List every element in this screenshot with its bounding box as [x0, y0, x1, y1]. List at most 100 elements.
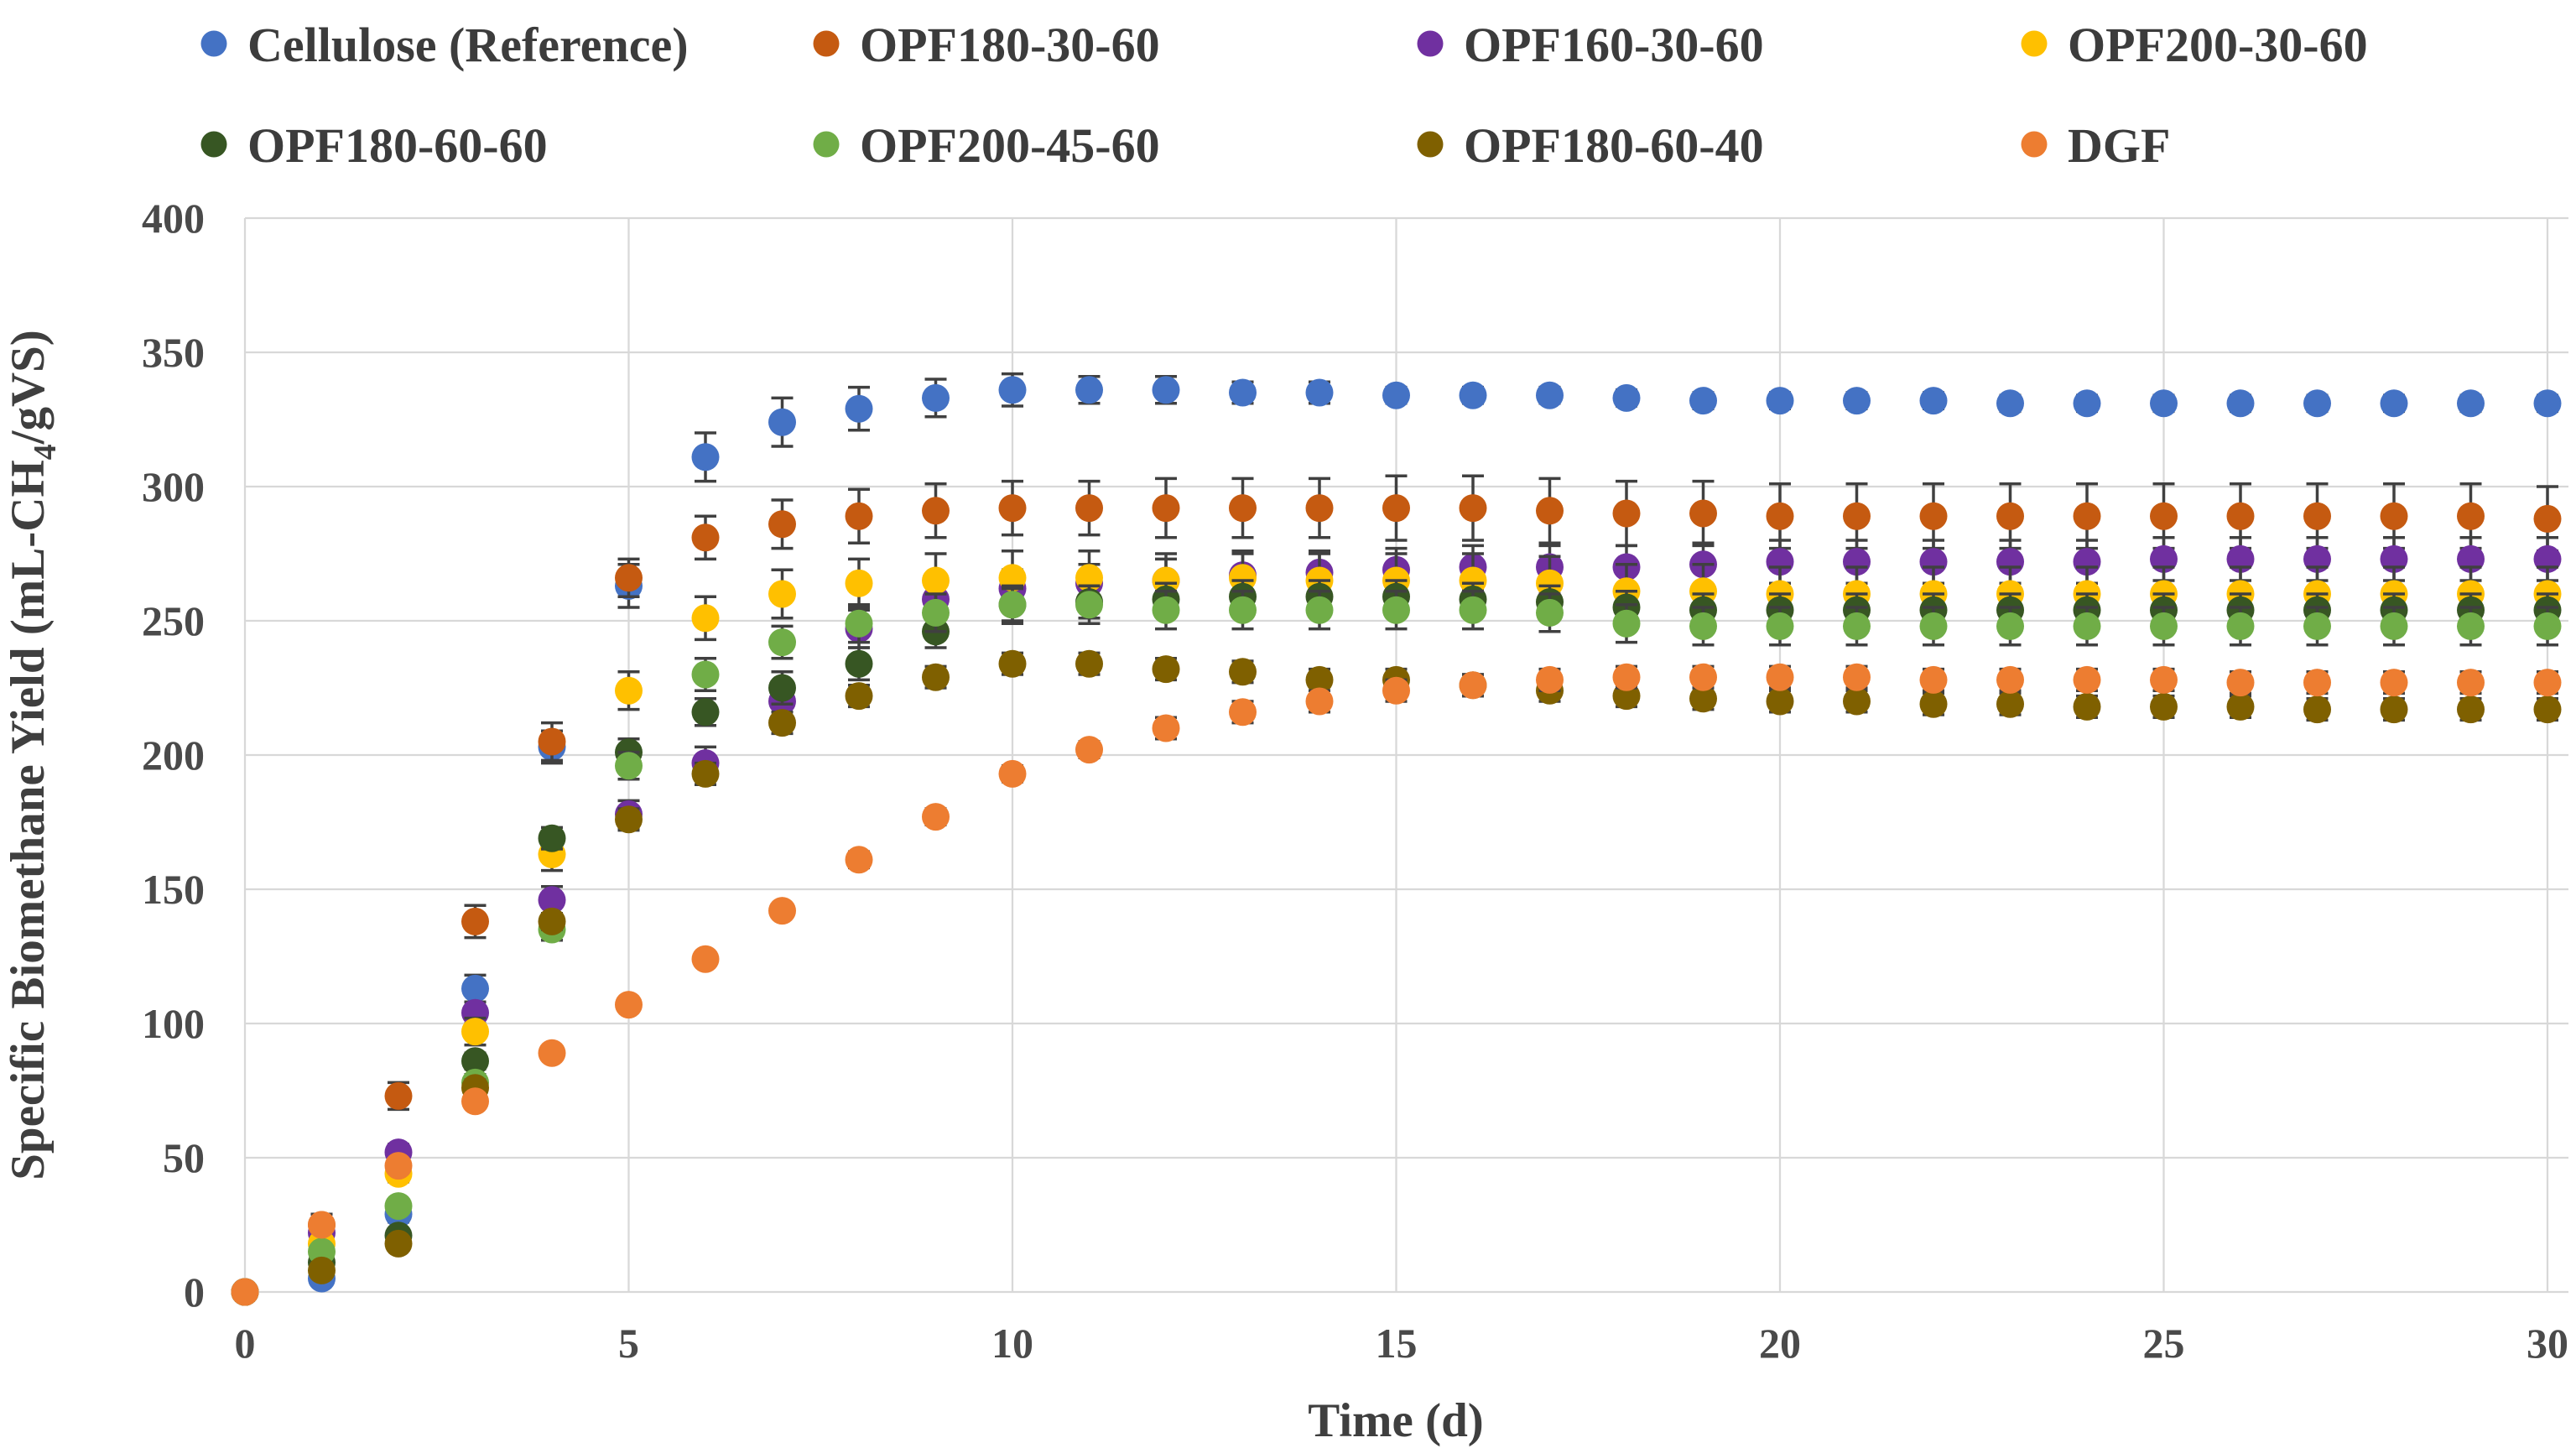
data-point	[1612, 609, 1641, 638]
data-point	[1305, 378, 1334, 407]
x-tick-label: 10	[991, 1320, 1033, 1367]
y-tick-label: 350	[142, 329, 205, 376]
data-point	[1843, 687, 1871, 716]
data-point	[845, 569, 873, 597]
data-point	[1919, 690, 1948, 718]
data-point	[691, 604, 720, 633]
data-point	[461, 1018, 489, 1046]
legend-marker	[2021, 30, 2048, 57]
legend-marker	[200, 30, 227, 57]
y-tick-label: 400	[142, 195, 205, 242]
data-point	[1919, 387, 1948, 415]
data-point	[2303, 695, 2331, 724]
data-point	[2073, 692, 2101, 721]
y-tick-label: 0	[184, 1268, 205, 1315]
data-point	[1459, 381, 1487, 409]
data-point	[998, 649, 1027, 678]
data-point	[1382, 381, 1410, 409]
data-point	[1305, 665, 1334, 694]
data-point	[1919, 548, 1948, 576]
data-point	[1919, 612, 1948, 640]
data-point	[2150, 692, 2178, 721]
data-point	[461, 1087, 489, 1116]
data-point	[461, 1047, 489, 1076]
data-point	[768, 510, 796, 539]
data-point	[768, 628, 796, 657]
data-point	[1689, 663, 1717, 691]
data-point	[1766, 687, 1794, 716]
data-point	[615, 991, 643, 1019]
data-point	[2073, 665, 2101, 694]
data-point	[2226, 692, 2255, 721]
data-point	[1075, 376, 1103, 404]
data-point	[2073, 389, 2101, 418]
legend-item-dgf: DGF	[2021, 118, 2170, 173]
data-point	[2457, 389, 2485, 418]
data-point	[1075, 649, 1103, 678]
data-point	[998, 376, 1027, 404]
data-point	[2303, 502, 2331, 530]
error-bars	[310, 474, 2558, 1237]
legend-label: OPF160-30-60	[1464, 18, 1764, 72]
y-tick-label: 50	[163, 1134, 205, 1181]
legend-item-opf180-60-60: OPF180-60-60	[200, 118, 548, 173]
data-point	[538, 907, 566, 935]
data-point	[308, 1256, 336, 1284]
data-point	[615, 564, 643, 592]
data-point	[1996, 502, 2024, 530]
data-point	[231, 1278, 259, 1306]
data-point	[2073, 502, 2101, 530]
data-point	[538, 1039, 566, 1067]
y-axis-title: Specific Biomethane Yield (mL-CH4/gVS)	[2, 330, 63, 1180]
legend-item-opf200-45-60: OPF200-45-60	[813, 118, 1160, 173]
data-point	[2150, 389, 2178, 418]
data-point	[1843, 612, 1871, 640]
data-point	[2073, 612, 2101, 640]
data-point	[922, 663, 950, 691]
data-point	[2457, 502, 2485, 530]
legend-marker	[1417, 131, 1444, 158]
data-point	[922, 803, 950, 831]
data-point	[615, 676, 643, 705]
data-point	[1689, 387, 1717, 415]
data-point	[538, 824, 566, 852]
data-point	[1459, 494, 1487, 523]
data-point	[538, 727, 566, 756]
data-point	[1766, 663, 1794, 691]
data-point	[998, 759, 1027, 788]
data-point	[2380, 502, 2408, 530]
data-point	[1152, 494, 1180, 523]
data-point	[1536, 381, 1564, 409]
data-point	[615, 752, 643, 780]
data-point	[2150, 665, 2178, 694]
data-point	[1919, 665, 1948, 694]
data-point	[691, 945, 720, 973]
series-dgf	[231, 663, 2562, 1306]
data-point	[922, 497, 950, 525]
data-point	[1843, 502, 1871, 530]
data-point	[1152, 376, 1180, 404]
data-point	[1766, 387, 1794, 415]
data-point	[2150, 612, 2178, 640]
data-point	[1382, 494, 1410, 523]
series-layer	[231, 372, 2562, 1306]
data-point	[1305, 687, 1334, 716]
x-axis-title: Time (d)	[1308, 1394, 1484, 1447]
data-point	[1919, 502, 1948, 530]
data-point	[2226, 502, 2255, 530]
data-point	[691, 443, 720, 471]
data-point	[384, 1081, 413, 1110]
error-bars	[310, 550, 2558, 1251]
data-point	[2226, 612, 2255, 640]
data-point	[1382, 676, 1410, 705]
error-bars	[310, 651, 2558, 1275]
legend-marker	[813, 131, 840, 158]
data-point	[768, 580, 796, 608]
data-point	[998, 591, 1027, 619]
data-point	[615, 805, 643, 834]
data-point	[768, 408, 796, 436]
legend-label: OPF200-30-60	[2068, 18, 2368, 72]
data-point	[1689, 685, 1717, 713]
data-point	[2533, 504, 2562, 533]
data-point	[461, 907, 489, 935]
